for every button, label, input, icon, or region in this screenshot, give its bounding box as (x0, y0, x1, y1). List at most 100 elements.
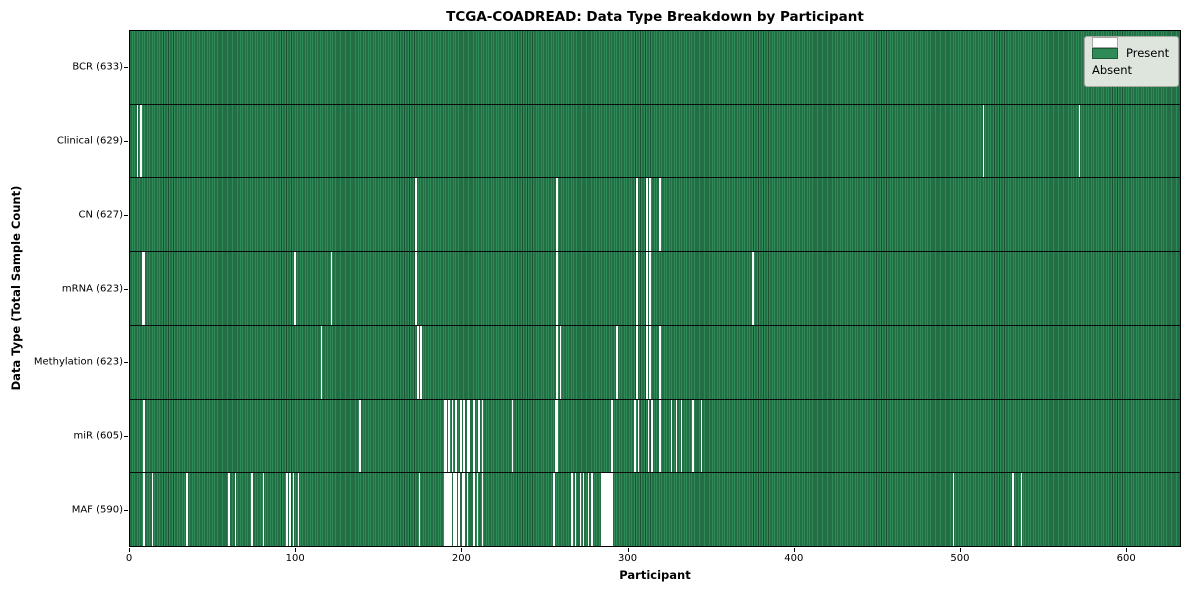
x-axis-label: Participant (619, 568, 691, 582)
xtick-mark (627, 548, 629, 552)
absent-mark-Methylation (320, 325, 323, 399)
absent-mark-CN (556, 178, 558, 252)
ytick-mark (124, 510, 128, 512)
xtick-mark (1126, 548, 1128, 552)
absent-mark-MAF (446, 473, 449, 547)
absent-mark-MAF (234, 473, 237, 547)
absent-mark-miR (143, 399, 145, 473)
absent-mark-MAF (481, 473, 484, 547)
absent-mark-miR (650, 399, 653, 473)
absent-mark-MAF (606, 473, 608, 547)
ytick-label-MAF: MAF (590) (71, 504, 123, 516)
xtick-label: 400 (784, 553, 804, 564)
absent-mark-miR (478, 399, 480, 473)
absent-mark-MAF (292, 473, 295, 547)
xtick-label: 600 (1116, 553, 1136, 564)
absent-mark-MAF (450, 473, 452, 547)
chart-title: TCGA-COADREAD: Data Type Breakdown by Pa… (446, 9, 864, 25)
absent-mark-MAF (466, 473, 469, 547)
absent-mark-MAF (143, 473, 145, 547)
absent-mark-MAF (476, 473, 479, 547)
absent-mark-MAF (186, 473, 189, 547)
absent-mark-miR (473, 399, 476, 473)
absent-mark-miR (463, 399, 466, 473)
ytick-label-miR: miR (605) (73, 430, 123, 442)
absent-mark-mRNA (556, 252, 558, 325)
ytick-mark (124, 214, 128, 216)
absent-mark-MAF (285, 473, 288, 547)
absent-mark-miR (670, 399, 673, 473)
xtick-mark (295, 548, 297, 552)
absent-mark-Methylation (659, 325, 661, 399)
absent-mark-MAF (1020, 473, 1023, 547)
row-Methylation (130, 324, 1180, 399)
absent-mark-miR (455, 399, 457, 473)
absent-mark-mRNA (415, 252, 417, 325)
xtick-mark (793, 548, 795, 552)
legend-entry-absent: Absent (1092, 37, 1169, 77)
absent-mark-Clinical (136, 104, 139, 178)
ytick-label-mRNA: mRNA (623) (61, 283, 123, 294)
absent-mark-miR (460, 399, 462, 473)
ytick-mark (124, 436, 128, 438)
absent-mark-MAF (602, 473, 605, 547)
absent-mark-Methylation (556, 325, 558, 399)
xtick-label: 100 (285, 553, 305, 564)
absent-mark-MAF (463, 473, 466, 547)
row-BCR (130, 31, 1180, 104)
absent-mark-mRNA (645, 252, 648, 325)
xtick-label: 300 (618, 553, 638, 564)
absent-mark-miR (481, 399, 484, 473)
absent-mark-Methylation (420, 325, 422, 399)
absent-swatch-icon (1092, 37, 1118, 48)
absent-mark-Methylation (645, 325, 648, 399)
xtick-mark (129, 548, 130, 552)
absent-mark-MAF (453, 473, 456, 547)
ytick-label-CN: CN (627) (78, 209, 123, 221)
absent-mark-MAF (418, 473, 421, 547)
absent-mark-MAF (455, 473, 457, 547)
absent-mark-Methylation (649, 325, 651, 399)
absent-mark-miR (647, 399, 650, 473)
ytick-label-BCR: BCR (633) (72, 61, 123, 73)
present-swatch-icon (1092, 47, 1118, 59)
absent-mark-MAF (582, 473, 585, 547)
absent-mark-miR (692, 399, 694, 473)
absent-mark-MAF (607, 473, 610, 547)
plot-area (129, 30, 1181, 547)
absent-mark-MAF (952, 473, 955, 547)
row-CN (130, 177, 1180, 252)
ytick-mark (124, 288, 128, 290)
absent-mark-CN (659, 178, 661, 252)
absent-mark-MAF (609, 473, 612, 547)
absent-mark-mRNA (143, 252, 145, 325)
absent-mark-MAF (604, 473, 607, 547)
ytick-mark (124, 66, 128, 68)
absent-mark-CN (415, 178, 417, 252)
absent-mark-miR (700, 399, 703, 473)
absent-mark-MAF (251, 473, 253, 547)
absent-mark-miR (675, 399, 678, 473)
absent-mark-Methylation (616, 325, 618, 399)
absent-mark-miR (468, 399, 471, 473)
ytick-mark (124, 140, 128, 142)
absent-mark-MAF (579, 473, 582, 547)
absent-mark-CN (649, 178, 651, 252)
xtick-mark (461, 548, 463, 552)
absent-mark-mRNA (141, 252, 144, 325)
absent-mark-Clinical (1078, 104, 1081, 178)
xtick-mark (959, 548, 961, 552)
row-MAF (130, 472, 1180, 547)
absent-mark-MAF (443, 473, 446, 547)
absent-mark-miR (448, 399, 451, 473)
xtick-label: 500 (950, 553, 970, 564)
absent-mark-MAF (289, 473, 291, 547)
absent-mark-mRNA (330, 252, 333, 325)
absent-mark-MAF (1012, 473, 1015, 547)
row-mRNA (130, 251, 1180, 325)
absent-mark-miR (511, 399, 514, 473)
absent-mark-MAF (587, 473, 590, 547)
absent-mark-MAF (227, 473, 230, 547)
legend-present-label: Present (1126, 46, 1170, 60)
